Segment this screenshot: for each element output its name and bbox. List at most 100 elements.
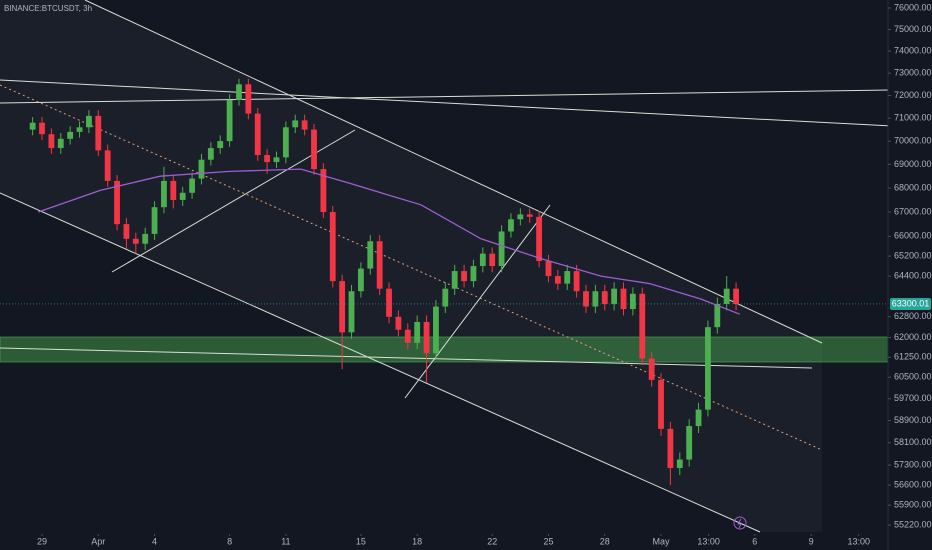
event-icon[interactable]	[733, 516, 747, 530]
candle-body	[67, 131, 74, 139]
y-tick-label: 66000.00	[894, 231, 932, 241]
y-tick-label: 64400.00	[894, 270, 932, 280]
x-tick-label: 28	[600, 536, 610, 546]
y-tick-label: 67000.00	[894, 206, 932, 216]
candle-body	[386, 288, 392, 317]
candle-body	[123, 224, 130, 239]
y-tick-label: 57300.00	[894, 460, 932, 470]
candle-body	[705, 327, 711, 410]
x-tick-label: 13:00	[697, 536, 720, 546]
y-tick-label: 72000.00	[894, 90, 932, 100]
y-tick-label: 55900.00	[894, 500, 932, 510]
candle-body	[433, 306, 439, 354]
x-tick-label: 22	[487, 536, 497, 546]
candle-body	[723, 288, 730, 304]
y-tick-label: 76000.00	[894, 2, 932, 12]
y-tick-label: 58900.00	[894, 415, 932, 425]
channel-upper	[84, 0, 823, 344]
channel-shade	[0, 0, 822, 532]
candle-body	[254, 113, 261, 156]
last-price-label: 63300.01	[892, 298, 930, 308]
candle-body	[554, 276, 561, 284]
candle-body	[451, 271, 458, 289]
y-tick-label: 73000.00	[894, 68, 932, 78]
trend-line	[0, 89, 893, 104]
y-tick-label: 65200.00	[894, 250, 932, 260]
candle-body	[348, 291, 355, 333]
candle-body	[170, 180, 177, 200]
candle-body	[273, 157, 280, 163]
candle-body	[639, 293, 646, 359]
candle-body	[376, 241, 383, 289]
candle-body	[414, 321, 421, 343]
moving-average	[38, 168, 741, 315]
candle-body	[442, 288, 449, 307]
candle-body	[733, 288, 739, 304]
candle-body	[311, 129, 317, 170]
y-tick-label: 68000.00	[894, 182, 932, 192]
x-tick-label: 9	[809, 536, 814, 546]
candle-body	[592, 291, 599, 307]
x-tick-label: 13:00	[847, 536, 870, 546]
candle-body	[217, 141, 224, 149]
x-tick-label: 4	[152, 536, 157, 546]
candle-body	[583, 291, 589, 307]
candle-body	[292, 120, 299, 128]
candle-body	[282, 127, 289, 158]
candle-body	[526, 214, 533, 217]
plot	[0, 78, 888, 486]
y-tick-label: 62800.00	[894, 311, 932, 321]
candle-body	[161, 180, 167, 208]
y-tick-label: 58100.00	[894, 437, 932, 447]
candle-body	[329, 212, 336, 282]
channel-lower	[0, 192, 761, 533]
symbol-title: BINANCE:BTCUSDT, 3h	[4, 4, 92, 13]
candle-body	[339, 281, 346, 333]
candle-body	[245, 84, 252, 114]
y-tick-label: 56600.00	[894, 479, 932, 489]
candle-body	[564, 271, 571, 284]
x-tick-label: 25	[543, 536, 553, 546]
candle-body	[648, 358, 655, 380]
x-tick-label: 11	[281, 536, 290, 546]
candle-body	[132, 238, 139, 244]
support-zone	[0, 336, 889, 363]
candle-body	[498, 231, 505, 267]
x-tick-label: Apr	[91, 536, 105, 546]
y-tick-label: 71000.00	[894, 113, 932, 123]
y-tick-label: 70000.00	[894, 135, 932, 145]
x-tick-label: 15	[356, 536, 366, 546]
candle-body	[676, 459, 683, 468]
candle-body	[470, 266, 477, 282]
y-tick-label: 75000.00	[894, 24, 932, 34]
y-tick-label: 60500.00	[894, 372, 932, 382]
candle-body	[629, 293, 636, 310]
candle-body	[667, 428, 674, 468]
candle-body	[601, 291, 608, 304]
y-tick-label: 69000.00	[894, 159, 932, 169]
y-tick-label: 59700.00	[894, 393, 932, 403]
x-tick-label: 8	[227, 536, 232, 546]
candle-body	[104, 150, 111, 181]
candle-body	[620, 288, 627, 310]
candle-body	[198, 159, 205, 179]
candle-body	[39, 122, 45, 135]
candle-body	[114, 180, 120, 225]
y-tick-label: 55220.00	[894, 519, 932, 529]
candle-body	[461, 271, 467, 282]
candle-body	[320, 169, 327, 213]
candle-body	[264, 155, 271, 163]
candle-body	[236, 84, 242, 101]
candle-body	[611, 288, 618, 304]
y-tick-label: 62000.00	[894, 332, 932, 342]
x-tick-label: 29	[37, 536, 47, 546]
x-tick-label: May	[653, 536, 671, 546]
candle-body	[142, 233, 149, 244]
candle-body	[189, 178, 195, 193]
candle-body	[95, 115, 102, 151]
trend-line	[404, 204, 551, 399]
candle-body	[48, 134, 55, 149]
candle-body	[207, 148, 214, 160]
candle-body	[226, 100, 233, 142]
